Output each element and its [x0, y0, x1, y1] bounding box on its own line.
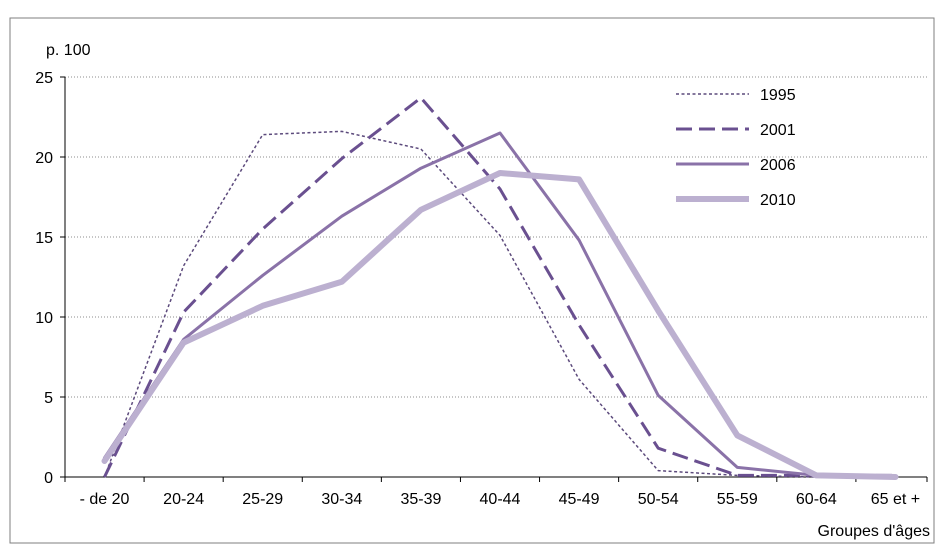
legend-label-2006: 2006: [760, 157, 796, 174]
y-tick-label: 20: [35, 150, 53, 167]
x-tick-label: 60-64: [796, 491, 837, 508]
y-tick-label: 25: [35, 70, 53, 87]
x-tick-label: 45-49: [559, 491, 600, 508]
legend-label-2001: 2001: [760, 122, 796, 139]
y-tick-label: 15: [35, 230, 53, 247]
y-tick-label: 10: [35, 310, 53, 327]
x-tick-label: - de 20: [80, 491, 130, 508]
x-tick-label: 25-29: [242, 491, 283, 508]
x-tick-label: 55-59: [717, 491, 758, 508]
x-tick-label: 20-24: [163, 491, 204, 508]
legend-label-1995: 1995: [760, 87, 796, 104]
x-axis-label: Groupes d'âges: [818, 523, 930, 540]
legend-label-2010: 2010: [760, 192, 796, 209]
y-axis-unit-label: p. 100: [46, 42, 91, 59]
x-tick-label: 50-54: [638, 491, 679, 508]
x-tick-label: 65 et +: [871, 491, 920, 508]
x-tick-label: 40-44: [480, 491, 521, 508]
x-tick-label: 30-34: [321, 491, 362, 508]
x-tick-label: 35-39: [400, 491, 441, 508]
y-tick-label: 0: [44, 470, 53, 487]
y-tick-label: 5: [44, 390, 53, 407]
